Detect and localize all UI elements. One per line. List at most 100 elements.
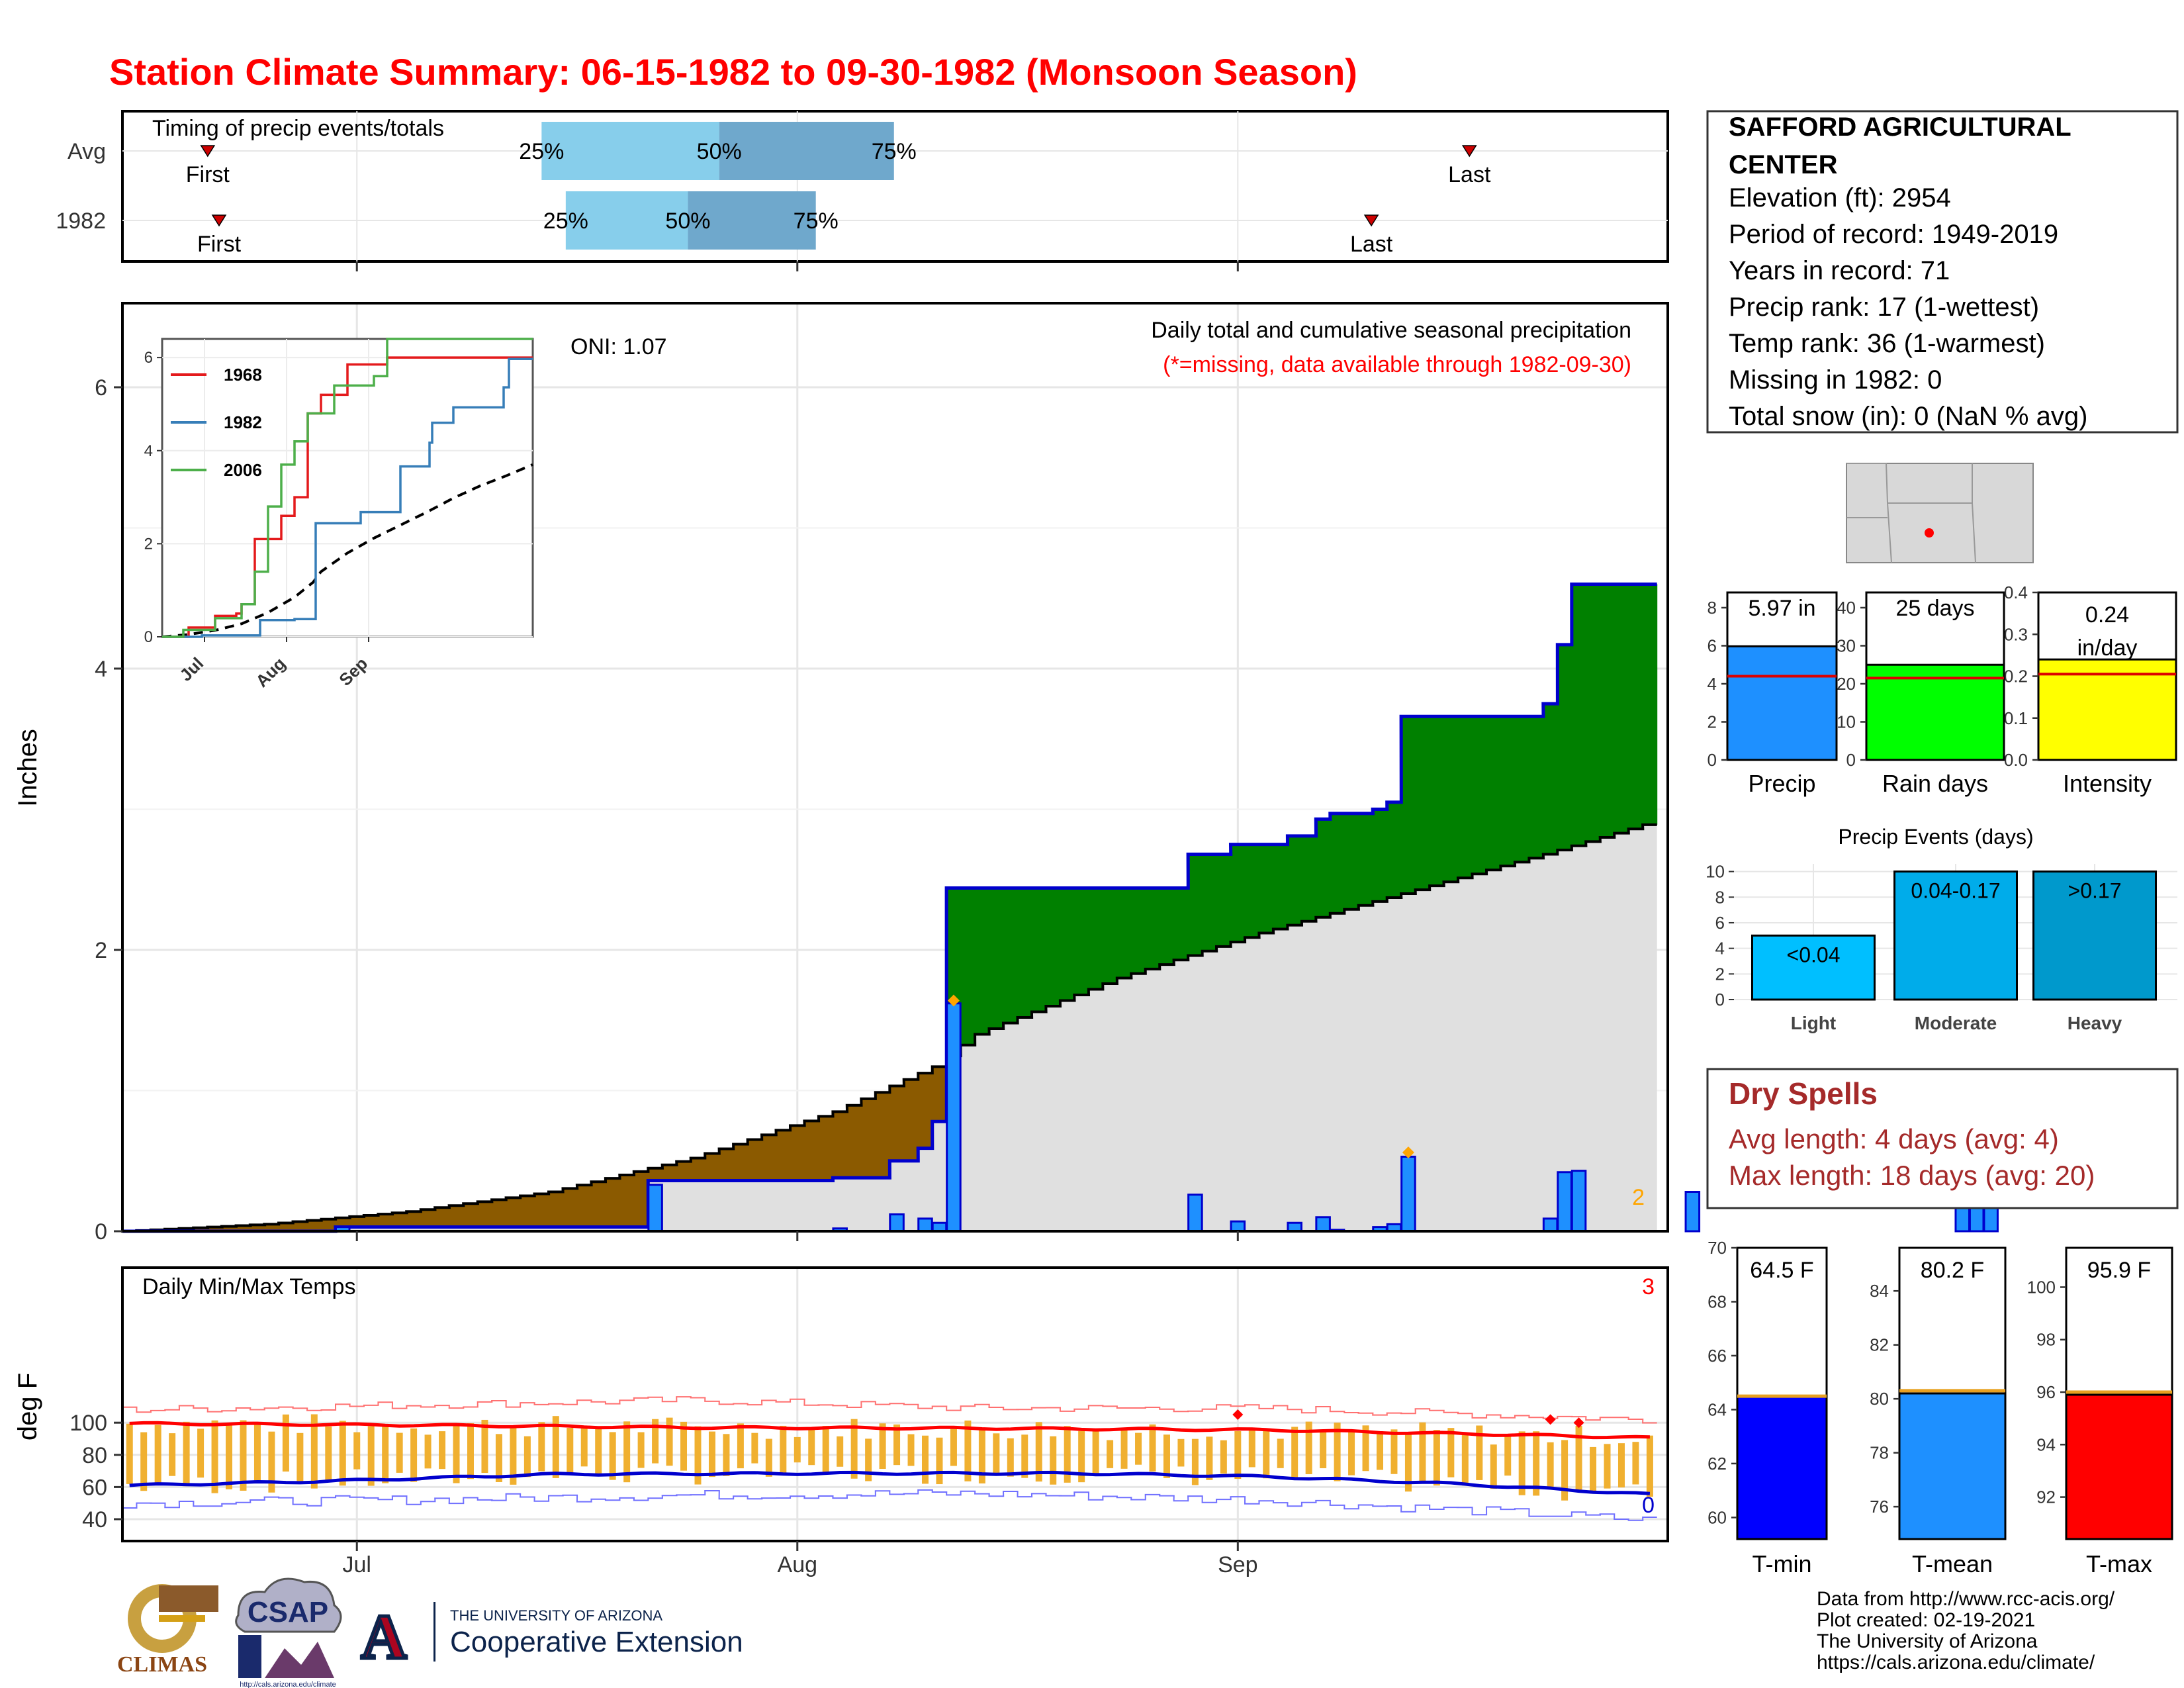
station-lines: Elevation (ft): 2954 Period of record: 19…: [1729, 183, 2087, 431]
daily-temp-bar: [609, 1432, 616, 1480]
event-bar: [1893, 870, 2018, 1001]
dry-spells-avg: Avg length: 4 days (avg: 4): [1729, 1123, 2059, 1154]
summary-bar-label: Rain days: [1882, 770, 1988, 797]
precip-bar: [1542, 1217, 1559, 1233]
record-high-line: [122, 1396, 1657, 1424]
summary-bar-label: Intensity: [2063, 770, 2152, 797]
daily-temp-bar: [325, 1426, 332, 1480]
temp-title: Daily Min/Max Temps: [142, 1274, 355, 1299]
temp-summary-y-tick-label: 92: [2036, 1487, 2056, 1507]
daily-temp-bar: [765, 1438, 772, 1477]
avg-tmin-line: [129, 1470, 1651, 1495]
daily-temp-bar: [850, 1419, 858, 1479]
daily-temp-bar: [1305, 1421, 1312, 1475]
daily-temp-bar: [1135, 1432, 1142, 1465]
timing-event-marker: [1461, 145, 1477, 158]
daily-temp-bar: [865, 1438, 872, 1481]
temp-summary-value: 80.2 F: [1921, 1258, 1984, 1283]
station-info-line: Years in record: 71: [1729, 256, 1950, 285]
daily-temp-bar: [253, 1423, 261, 1483]
credits-text: Data from http://www.rcc-acis.org/Plot c…: [1817, 1588, 2115, 1673]
precip-y-tick-label: 4: [95, 657, 107, 682]
events-y-tick-label: 4: [1715, 939, 1725, 959]
daily-temp-bar: [1547, 1442, 1554, 1489]
daily-temp-bar: [1518, 1431, 1525, 1495]
timing-q2-bar: [719, 122, 894, 180]
summary-y-tick-label: 10: [1837, 712, 1856, 732]
event-bar-label: Heavy: [2068, 1013, 2122, 1033]
temp-record-markers: [1232, 1409, 1584, 1429]
temp-summary-y-tick-label: 98: [2036, 1330, 2056, 1350]
temp-count-high: 3: [1642, 1274, 1655, 1299]
daily-temp-bar: [1604, 1444, 1611, 1489]
daily-temp-bar: [822, 1426, 829, 1474]
daily-temp-bar: [510, 1427, 517, 1485]
daily-temp-bar: [837, 1436, 844, 1467]
summary-y-tick-label: 0.0: [2004, 750, 2028, 770]
average-cumulative-line: [122, 823, 1657, 1233]
daily-temp-bar: [1617, 1443, 1625, 1487]
daily-temp-bar: [353, 1432, 361, 1470]
credit-line: Plot created: 02-19-2021: [1817, 1609, 2035, 1631]
event-bar-value: >0.17: [2068, 879, 2122, 903]
temp-y-tick-label: 60: [82, 1475, 107, 1500]
timing-q50-label: 50%: [665, 209, 710, 234]
station-info-line: Total snow (in): 0 (NaN % avg): [1729, 402, 2087, 431]
temp-summary-label: T-min: [1752, 1550, 1812, 1577]
summary-value-label: 5.97 in: [1748, 596, 1815, 621]
summary-y-tick-label: 0.4: [2004, 583, 2028, 602]
summary-y-tick-label: 0.1: [2004, 708, 2028, 728]
summary-y-tick-label: 6: [1707, 636, 1717, 656]
inset-series-lines: [161, 338, 533, 638]
events-y-tick-label: 10: [1706, 862, 1725, 882]
timing-event-label: First: [197, 232, 242, 257]
station-info-box: SAFFORD AGRICULTURAL CENTER Elevation (f…: [1706, 110, 2179, 434]
temp-record-marker: [1573, 1417, 1584, 1429]
timing-event-label: First: [186, 162, 230, 187]
temp-summary-y-tick-label: 66: [1707, 1346, 1727, 1366]
daily-temp-bar: [666, 1417, 673, 1466]
timing-event-label: Last: [1350, 232, 1393, 257]
daily-temp-bar: [680, 1421, 688, 1471]
ua-extension-logo: A THE UNIVERSITY OF ARIZONA Cooperative …: [359, 1600, 743, 1674]
event-bar-value: <0.04: [1787, 943, 1841, 966]
temp-summary-bar: [2065, 1393, 2173, 1540]
daily-temp-bar: [580, 1428, 588, 1467]
precip-bar: [1230, 1220, 1246, 1233]
cumulative-1982-line: [122, 583, 1657, 1233]
daily-temp-bar: [1177, 1438, 1185, 1467]
daily-temp-bar: [751, 1432, 758, 1464]
precip-bar: [1315, 1216, 1331, 1233]
daily-temp-bar: [453, 1426, 460, 1483]
precip-bar: [917, 1217, 933, 1233]
event-bar: [2032, 870, 2157, 1001]
daily-temp-bar: [1461, 1434, 1469, 1486]
climas-logo-text: CLIMAS: [117, 1652, 207, 1677]
temp-summary-y-tick-label: 68: [1707, 1291, 1727, 1311]
locator-map: [1846, 463, 2034, 563]
timing-q1-bar: [541, 122, 719, 180]
summary-y-tick-label: 0.3: [2004, 624, 2028, 644]
daily-temp-bar: [154, 1425, 161, 1485]
daily-temp-bar: [396, 1432, 403, 1473]
ua-logo-letter: A: [361, 1601, 406, 1672]
daily-temp-bar: [1533, 1431, 1540, 1496]
temp-y-tick-label: 80: [82, 1443, 107, 1468]
daily-temp-bar: [410, 1428, 418, 1482]
avg-tmax-line: [129, 1421, 1650, 1440]
summary-y-tick-label: 0: [1846, 750, 1856, 770]
daily-temp-bar: [538, 1422, 545, 1472]
timing-event-marker: [1363, 214, 1379, 227]
timing-q50-label: 50%: [697, 139, 742, 164]
month-axis-label: Jul: [343, 1552, 371, 1577]
temp-summary-y-tick-label: 64: [1707, 1399, 1727, 1419]
daily-temp-bar: [268, 1431, 275, 1493]
daily-temp-bar: [595, 1427, 602, 1476]
temp-summary-y-tick-label: 62: [1707, 1454, 1727, 1474]
precip-y-axis-label: Inches: [13, 729, 42, 807]
daily-temp-bar: [950, 1427, 957, 1466]
daily-temp-bar: [140, 1432, 148, 1491]
daily-temp-bar: [339, 1421, 346, 1486]
precip-y-tick-label: 0: [95, 1219, 107, 1244]
temp-y-tick-label: 40: [82, 1507, 107, 1532]
